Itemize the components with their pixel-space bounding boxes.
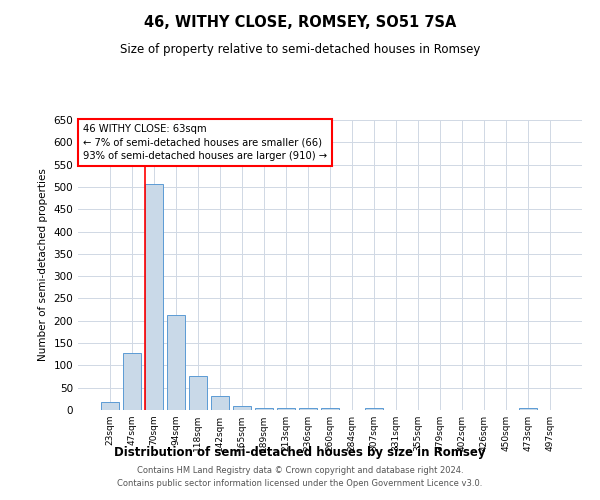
Y-axis label: Number of semi-detached properties: Number of semi-detached properties: [38, 168, 48, 362]
Bar: [520, 408, 537, 410]
Bar: [365, 408, 383, 410]
Text: Distribution of semi-detached houses by size in Romsey: Distribution of semi-detached houses by …: [114, 446, 486, 459]
Bar: [123, 354, 140, 410]
Bar: [211, 396, 229, 410]
Bar: [145, 184, 163, 410]
Bar: [299, 408, 317, 410]
Text: Contains HM Land Registry data © Crown copyright and database right 2024.
Contai: Contains HM Land Registry data © Crown c…: [118, 466, 482, 487]
Bar: [321, 408, 339, 410]
Bar: [277, 408, 295, 410]
Text: 46, WITHY CLOSE, ROMSEY, SO51 7SA: 46, WITHY CLOSE, ROMSEY, SO51 7SA: [144, 15, 456, 30]
Bar: [255, 408, 273, 410]
Text: 46 WITHY CLOSE: 63sqm
← 7% of semi-detached houses are smaller (66)
93% of semi-: 46 WITHY CLOSE: 63sqm ← 7% of semi-detac…: [83, 124, 327, 161]
Bar: [167, 315, 185, 410]
Bar: [233, 406, 251, 410]
Bar: [101, 402, 119, 410]
Text: Size of property relative to semi-detached houses in Romsey: Size of property relative to semi-detach…: [120, 42, 480, 56]
Bar: [189, 376, 206, 410]
